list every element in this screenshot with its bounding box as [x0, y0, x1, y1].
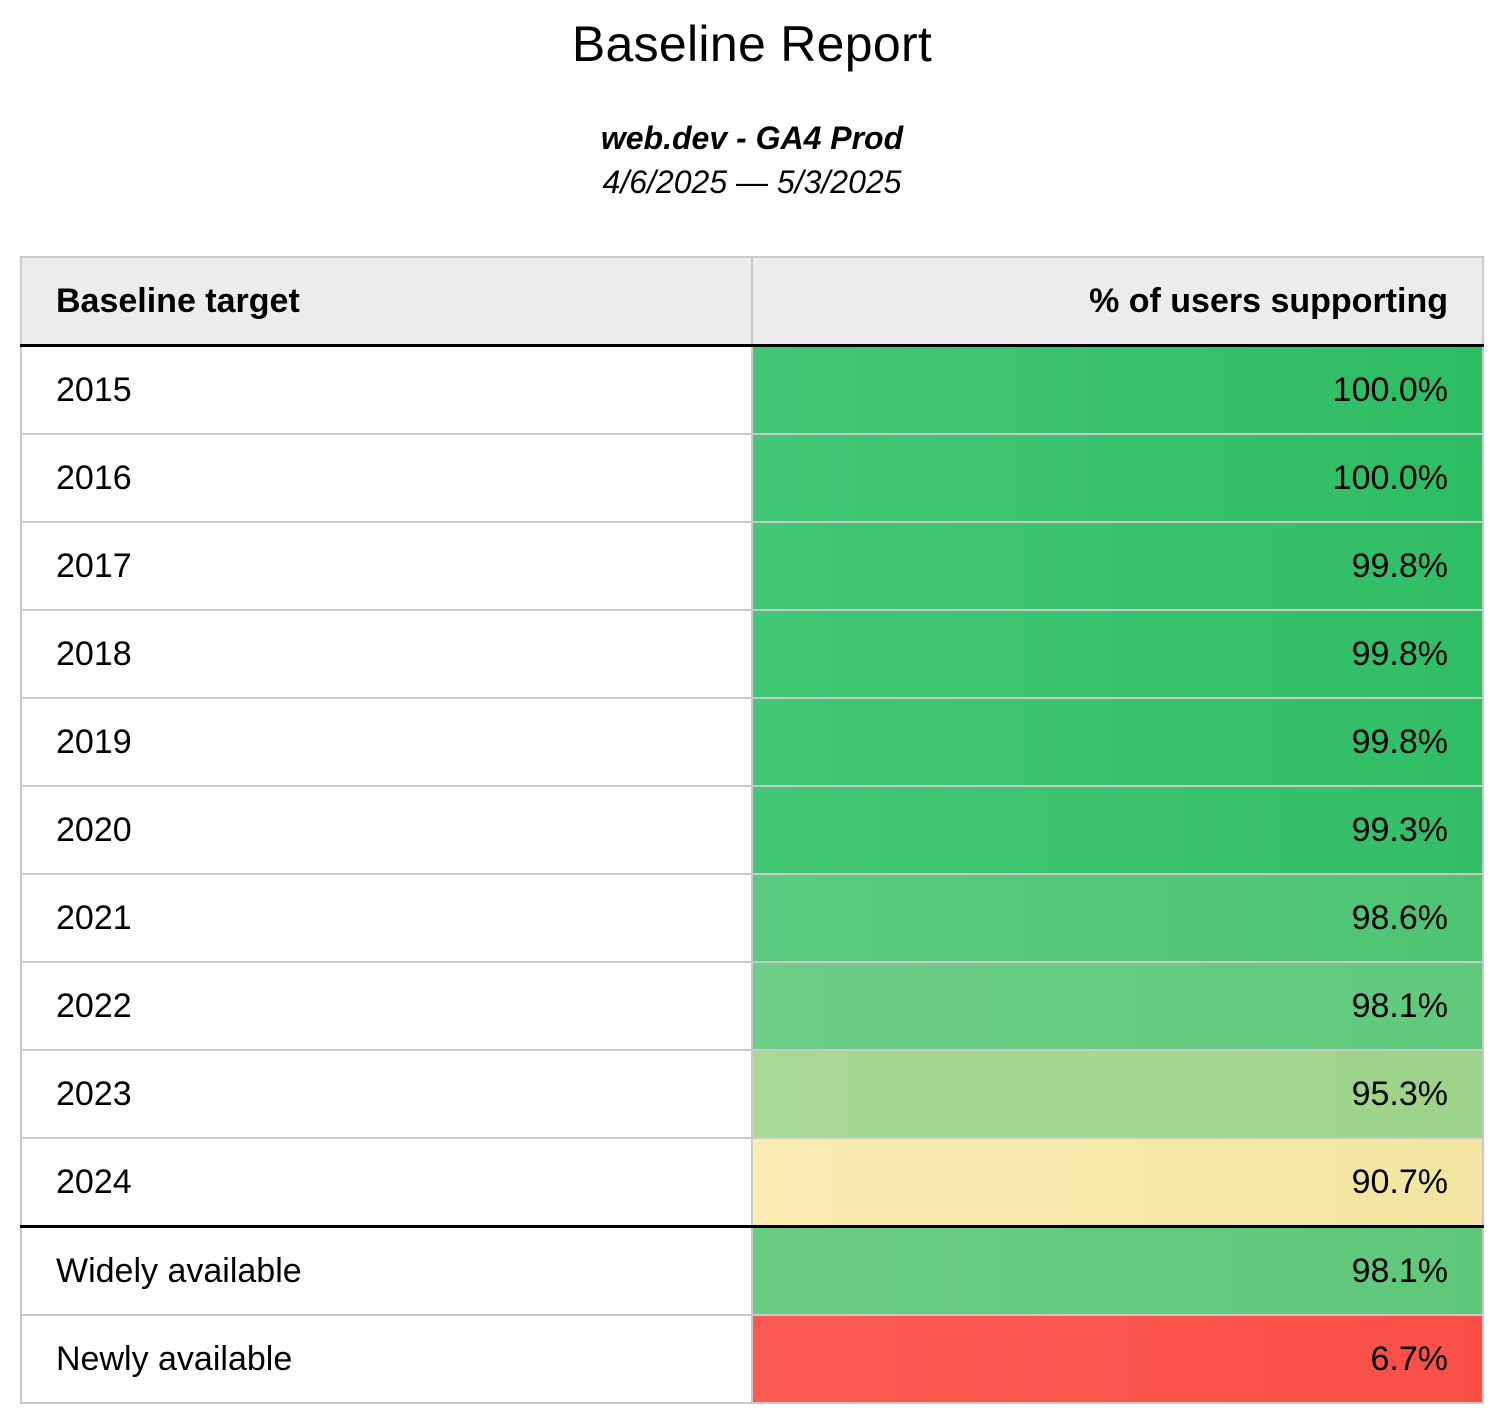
- baseline-target-cell: 2020: [20, 785, 753, 875]
- table-header-row: Baseline target % of users supporting: [20, 256, 1484, 347]
- baseline-target-cell: Widely available: [20, 1225, 753, 1316]
- support-percentage-cell: 99.3%: [751, 785, 1484, 875]
- baseline-target-cell: 2016: [20, 433, 753, 523]
- table-row: 2021 98.6%: [20, 873, 1484, 963]
- report-date-range: 4/6/2025 — 5/3/2025: [602, 164, 902, 200]
- support-percentage-cell: 6.7%: [751, 1314, 1484, 1404]
- support-percentage-cell: 98.1%: [751, 961, 1484, 1051]
- table-row: 2024 90.7%: [20, 1137, 1484, 1228]
- support-percentage-cell: 99.8%: [751, 697, 1484, 787]
- table-row: 2019 99.8%: [20, 697, 1484, 787]
- table-body: 2015 100.0% 2016 100.0% 2017 99.8% 2018 …: [20, 344, 1484, 1404]
- column-header-baseline-target: Baseline target: [20, 256, 753, 347]
- baseline-target-cell: 2024: [20, 1137, 753, 1228]
- support-percentage-cell: 90.7%: [751, 1137, 1484, 1228]
- table-row: 2016 100.0%: [20, 433, 1484, 523]
- support-percentage-cell: 99.8%: [751, 609, 1484, 699]
- table-row: 2017 99.8%: [20, 521, 1484, 611]
- baseline-target-cell: Newly available: [20, 1314, 753, 1404]
- baseline-target-cell: 2022: [20, 961, 753, 1051]
- support-percentage-cell: 100.0%: [751, 433, 1484, 523]
- baseline-target-cell: 2023: [20, 1049, 753, 1139]
- support-percentage-cell: 100.0%: [751, 344, 1484, 435]
- support-percentage-cell: 98.6%: [751, 873, 1484, 963]
- table-row: 2023 95.3%: [20, 1049, 1484, 1139]
- page-title: Baseline Report: [571, 16, 933, 72]
- baseline-target-cell: 2019: [20, 697, 753, 787]
- table-row: 2022 98.1%: [20, 961, 1484, 1051]
- report-subtitle: web.dev - GA4 Prod: [600, 120, 904, 156]
- table-row: 2015 100.0%: [20, 344, 1484, 435]
- baseline-target-cell: 2015: [20, 344, 753, 435]
- table-row: 2020 99.3%: [20, 785, 1484, 875]
- table-row: Widely available 98.1%: [20, 1225, 1484, 1316]
- table-row: Newly available 6.7%: [20, 1314, 1484, 1404]
- baseline-target-cell: 2017: [20, 521, 753, 611]
- table-row: 2018 99.8%: [20, 609, 1484, 699]
- baseline-target-cell: 2018: [20, 609, 753, 699]
- column-header-users-supporting: % of users supporting: [751, 256, 1484, 347]
- support-percentage-cell: 95.3%: [751, 1049, 1484, 1139]
- baseline-target-cell: 2021: [20, 873, 753, 963]
- baseline-table: Baseline target % of users supporting 20…: [20, 256, 1484, 1404]
- support-percentage-cell: 98.1%: [751, 1225, 1484, 1316]
- support-percentage-cell: 99.8%: [751, 521, 1484, 611]
